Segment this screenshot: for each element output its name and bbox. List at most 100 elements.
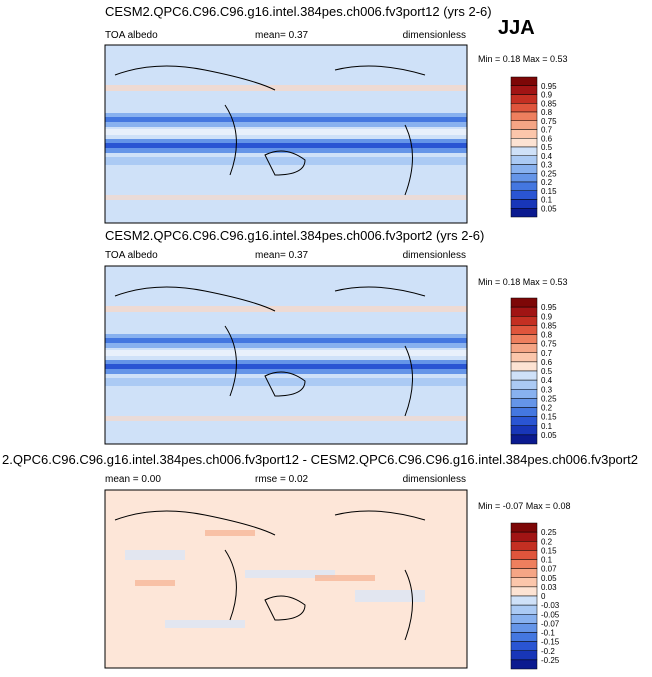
left-label: TOA albedo <box>105 250 158 261</box>
colorbar-box <box>510 316 538 326</box>
patch <box>355 590 425 602</box>
colorbar-box <box>510 559 538 569</box>
colorbar-box <box>510 407 538 417</box>
patch <box>205 530 255 536</box>
band <box>105 195 467 200</box>
colorbar-label: 0.9 <box>541 91 553 100</box>
colorbar-box <box>510 208 538 218</box>
band <box>105 378 467 386</box>
right-label: dimensionless <box>403 474 466 485</box>
colorbar-label: 0.8 <box>541 108 553 117</box>
colorbar-box <box>510 146 538 156</box>
colorbar-box <box>510 129 538 139</box>
center-label: mean= 0.37 <box>255 30 309 41</box>
band <box>105 350 467 356</box>
band <box>105 306 467 312</box>
colorbar-box <box>510 85 538 95</box>
colorbar-box <box>510 568 538 578</box>
colorbar-label: -0.2 <box>541 647 555 656</box>
colorbar-box <box>510 614 538 624</box>
colorbar-label: 0.4 <box>541 376 553 385</box>
colorbar-box <box>510 94 538 104</box>
map-frame <box>104 489 468 669</box>
colorbar-box <box>510 325 538 335</box>
colorbar-label: 0.6 <box>541 134 553 143</box>
patch <box>165 620 245 628</box>
colorbar-label: 0.25 <box>541 169 557 178</box>
colorbar-box <box>510 361 538 372</box>
colorbar-box <box>510 398 538 408</box>
colorbar-label: 0.7 <box>541 126 553 135</box>
map-frame <box>104 44 468 224</box>
colorbar-box <box>510 138 538 148</box>
colorbar-box <box>510 306 538 317</box>
colorbar-box <box>510 604 538 615</box>
colorbar-box <box>510 531 538 542</box>
colorbar-box <box>510 541 538 551</box>
colorbar-label: 0.8 <box>541 331 553 340</box>
colorbar-box <box>510 586 538 597</box>
band <box>105 338 467 343</box>
colorbar-box <box>510 425 538 436</box>
map <box>104 44 468 224</box>
center-label: rmse = 0.02 <box>255 474 309 485</box>
colorbar-label: 0.75 <box>541 340 557 349</box>
band <box>105 85 467 91</box>
colorbar-box <box>510 522 538 533</box>
colorbar-label: 0.2 <box>541 537 553 546</box>
colorbar-label: -0.03 <box>541 601 560 610</box>
panel-title: CESM2.QPC6.C96.C96.g16.intel.384pes.ch00… <box>105 4 492 19</box>
colorbar-box <box>510 173 538 183</box>
min-max-label: Min = -0.07 Max = 0.08 <box>478 501 571 511</box>
colorbar-label: 0.1 <box>541 196 553 205</box>
colorbar-box <box>510 120 538 130</box>
colorbar-label: 0.25 <box>541 394 557 403</box>
colorbar-label: 0.15 <box>541 187 557 196</box>
colorbar-box <box>510 164 538 174</box>
colorbar-label: 0.3 <box>541 385 553 394</box>
panel-title: CESM2.QPC6.C96.C96.g16.intel.384pes.ch00… <box>105 228 484 243</box>
min-max-label: Min = 0.18 Max = 0.53 <box>478 277 568 287</box>
colorbar-label: 0.5 <box>541 143 553 152</box>
colorbar-box <box>510 76 538 86</box>
colorbar-box <box>510 659 538 670</box>
colorbar-label: 0.07 <box>541 565 557 574</box>
colorbar-box <box>510 103 538 113</box>
colorbar-label: -0.07 <box>541 619 560 628</box>
colorbar-label: 0.25 <box>541 528 557 537</box>
colorbar-box <box>510 434 538 445</box>
colorbar-box <box>510 334 538 344</box>
map-background <box>105 490 467 668</box>
panel-title: 2.QPC6.C96.C96.g16.intel.384pes.ch006.fv… <box>2 452 638 467</box>
band <box>105 157 467 165</box>
map-frame <box>104 265 468 445</box>
colorbar-label: 0.03 <box>541 583 557 592</box>
colorbar-label: 0.7 <box>541 349 553 358</box>
coastline <box>114 65 426 196</box>
colorbar-label: 0.6 <box>541 358 553 367</box>
left-label: TOA albedo <box>105 30 158 41</box>
colorbar-label: -0.1 <box>541 629 555 638</box>
colorbar-box <box>510 416 538 426</box>
colorbar-box <box>510 650 538 661</box>
colorbar-label: 0.05 <box>541 574 557 583</box>
map <box>104 489 468 669</box>
colorbar-label: -0.25 <box>541 656 560 665</box>
coastline <box>114 510 426 641</box>
colorbar-box <box>510 389 538 399</box>
colorbar-box <box>510 199 538 209</box>
colorbar-label: 0.2 <box>541 404 553 413</box>
band <box>105 364 467 369</box>
colorbar-label: 0.2 <box>541 178 553 187</box>
colorbar-label: 0.95 <box>541 303 557 312</box>
colorbar-label: 0.05 <box>541 431 557 440</box>
colorbar-label: 0.1 <box>541 422 553 431</box>
right-label: dimensionless <box>403 30 466 41</box>
colorbar-box <box>510 632 538 642</box>
colorbar-box <box>510 343 538 353</box>
colorbar-label: 0.05 <box>541 204 557 213</box>
colorbar-label: 0 <box>541 592 546 601</box>
band <box>105 117 467 122</box>
colorbar-label: 0.1 <box>541 556 553 565</box>
